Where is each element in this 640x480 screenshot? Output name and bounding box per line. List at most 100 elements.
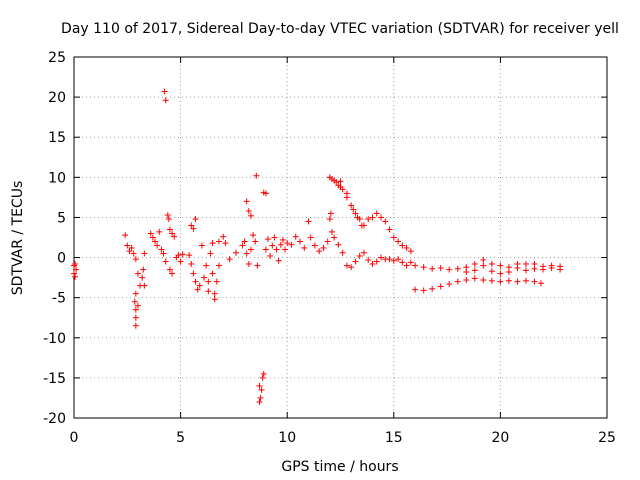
data-point xyxy=(386,256,393,263)
data-point xyxy=(365,216,372,223)
data-point xyxy=(233,249,240,256)
data-point xyxy=(158,246,165,253)
data-point xyxy=(134,270,141,277)
y-tick-label: -10 xyxy=(43,331,66,347)
data-point xyxy=(213,278,220,285)
data-point xyxy=(437,264,444,271)
data-point xyxy=(429,265,436,272)
data-point xyxy=(369,214,376,221)
data-point xyxy=(557,266,564,273)
data-point xyxy=(179,251,186,258)
data-point xyxy=(243,250,250,257)
data-point xyxy=(257,394,264,401)
data-point xyxy=(331,234,338,241)
data-point xyxy=(247,246,254,253)
data-point xyxy=(327,210,334,217)
data-point xyxy=(147,230,154,237)
data-point xyxy=(531,278,538,285)
data-point xyxy=(209,240,216,247)
plot-frame xyxy=(73,56,608,419)
data-point xyxy=(131,298,138,305)
data-point xyxy=(537,280,544,287)
data-point xyxy=(390,234,397,241)
data-point xyxy=(373,258,380,265)
data-point xyxy=(139,274,146,281)
data-point xyxy=(226,256,233,263)
data-point xyxy=(378,254,385,261)
data-point xyxy=(256,382,263,389)
x-tick-label: 10 xyxy=(278,430,296,446)
data-point xyxy=(192,278,199,285)
data-point xyxy=(205,288,212,295)
data-point xyxy=(540,266,547,273)
data-point xyxy=(160,250,167,257)
data-point xyxy=(365,256,372,263)
data-point xyxy=(369,260,376,267)
data-point xyxy=(390,257,397,264)
data-point xyxy=(548,264,555,271)
data-point xyxy=(399,242,406,249)
data-point xyxy=(205,278,212,285)
data-point xyxy=(337,178,344,185)
data-point xyxy=(395,256,402,263)
data-point xyxy=(122,232,129,239)
grid-lines xyxy=(74,57,607,418)
data-point xyxy=(277,241,284,248)
data-point xyxy=(307,234,314,241)
data-point xyxy=(196,282,203,289)
data-point xyxy=(471,267,478,274)
data-point xyxy=(166,226,173,233)
data-point xyxy=(316,248,323,255)
y-axis-label: SDTVAR / TECUs xyxy=(10,181,26,296)
data-point xyxy=(269,242,276,249)
y-tick-label: 5 xyxy=(57,210,66,226)
data-point xyxy=(267,252,274,259)
data-point xyxy=(378,214,385,221)
data-point xyxy=(162,97,169,104)
data-points xyxy=(71,88,564,405)
y-tick-label: 0 xyxy=(57,251,66,267)
data-point xyxy=(311,242,318,249)
data-point xyxy=(207,250,214,257)
y-tick-label: 20 xyxy=(48,90,66,106)
data-point xyxy=(215,262,222,269)
data-point xyxy=(446,266,453,273)
data-point xyxy=(126,248,133,255)
x-tick-label: 5 xyxy=(176,430,185,446)
data-point xyxy=(305,218,312,225)
data-point xyxy=(352,210,359,217)
data-point xyxy=(72,260,79,267)
data-point xyxy=(454,265,461,272)
data-point xyxy=(382,218,389,225)
data-point xyxy=(514,264,521,271)
data-point xyxy=(245,260,252,267)
data-point xyxy=(192,216,199,223)
data-point xyxy=(328,228,335,235)
data-point xyxy=(282,246,289,253)
data-point xyxy=(177,258,184,265)
data-point xyxy=(259,374,266,381)
data-point xyxy=(254,262,261,269)
data-point xyxy=(275,257,282,264)
data-point xyxy=(407,259,414,266)
data-point xyxy=(373,210,380,217)
data-point xyxy=(471,275,478,282)
data-point xyxy=(522,267,529,274)
data-point xyxy=(412,286,419,293)
data-point xyxy=(407,248,414,255)
chart-title: Day 110 of 2017, Sidereal Day-to-day VTE… xyxy=(61,21,619,37)
data-point xyxy=(301,244,308,251)
x-axis-label: GPS time / hours xyxy=(281,459,398,475)
data-point xyxy=(188,222,195,229)
data-point xyxy=(161,88,168,95)
data-point xyxy=(209,270,216,277)
data-point xyxy=(166,266,173,273)
data-point xyxy=(198,242,205,249)
data-point xyxy=(471,260,478,267)
ticks: 0 5 10 15 20 25 -20 -15 -10 -5 0 5 10 15 20 25 xyxy=(43,50,616,446)
data-point xyxy=(188,260,195,267)
data-point xyxy=(324,238,331,245)
data-point xyxy=(203,262,210,269)
data-point xyxy=(171,233,178,240)
data-point xyxy=(497,262,504,269)
